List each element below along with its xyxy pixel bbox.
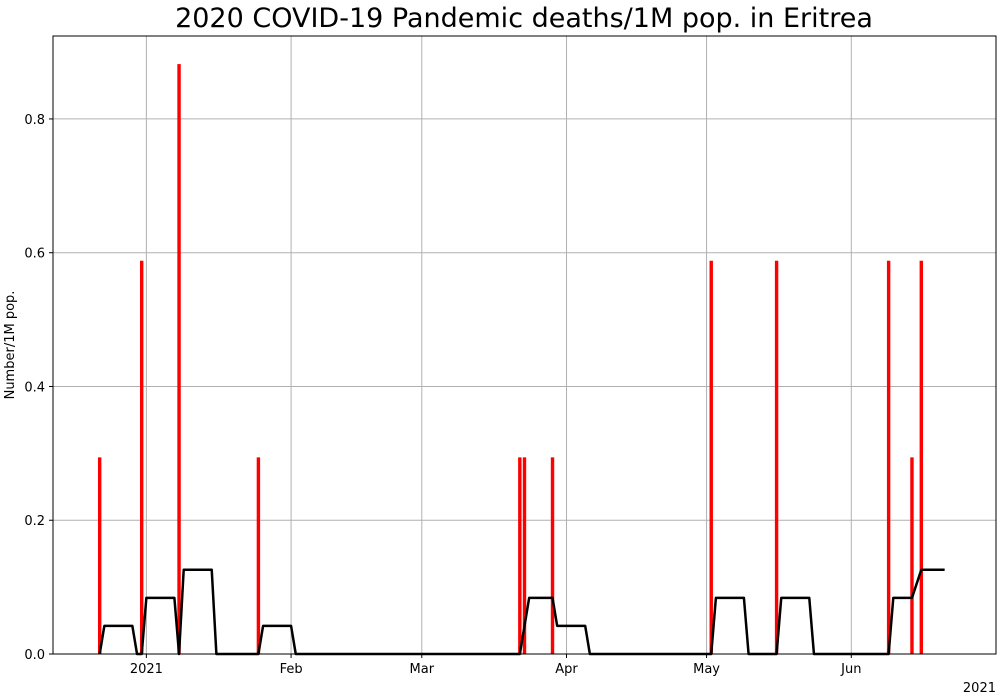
data-bar xyxy=(97,457,102,654)
x-tick-label: Jun xyxy=(840,662,861,677)
x-tick-label: May xyxy=(693,662,720,677)
x-tick-label: Apr xyxy=(555,662,578,677)
bars-layer xyxy=(97,64,924,654)
rolling-average-line xyxy=(98,568,945,656)
x-axis: 2021 Feb Mar Apr May Jun xyxy=(130,654,861,677)
data-bar xyxy=(919,260,924,654)
y-tick-label: 0.6 xyxy=(24,247,45,262)
data-bar xyxy=(709,260,713,654)
data-bar xyxy=(177,64,181,654)
x-tick-label: Mar xyxy=(410,662,435,677)
data-bar xyxy=(910,457,914,654)
line-layer xyxy=(98,568,945,656)
y-tick-label: 0.0 xyxy=(24,648,45,663)
plot-frame xyxy=(52,35,997,655)
chart-title: 2020 COVID-19 Pandemic deaths/1M pop. in… xyxy=(175,3,873,34)
y-axis: 0.0 0.2 0.4 0.6 0.8 xyxy=(24,113,53,663)
data-bar xyxy=(139,260,144,654)
x-axis-offset-year: 2021 xyxy=(963,681,996,696)
y-tick-label: 0.8 xyxy=(24,113,45,128)
x-tick-label: 2021 xyxy=(130,662,163,677)
data-bar xyxy=(518,457,522,654)
data-bar xyxy=(522,457,527,654)
data-bar xyxy=(550,457,555,654)
data-bar xyxy=(256,457,261,654)
data-bar xyxy=(774,260,779,654)
y-tick-label: 0.2 xyxy=(24,514,45,529)
y-axis-label: Number/1M pop. xyxy=(3,291,18,400)
data-bar xyxy=(886,260,891,654)
y-tick-label: 0.4 xyxy=(24,380,45,395)
x-tick-label: Feb xyxy=(280,662,303,677)
